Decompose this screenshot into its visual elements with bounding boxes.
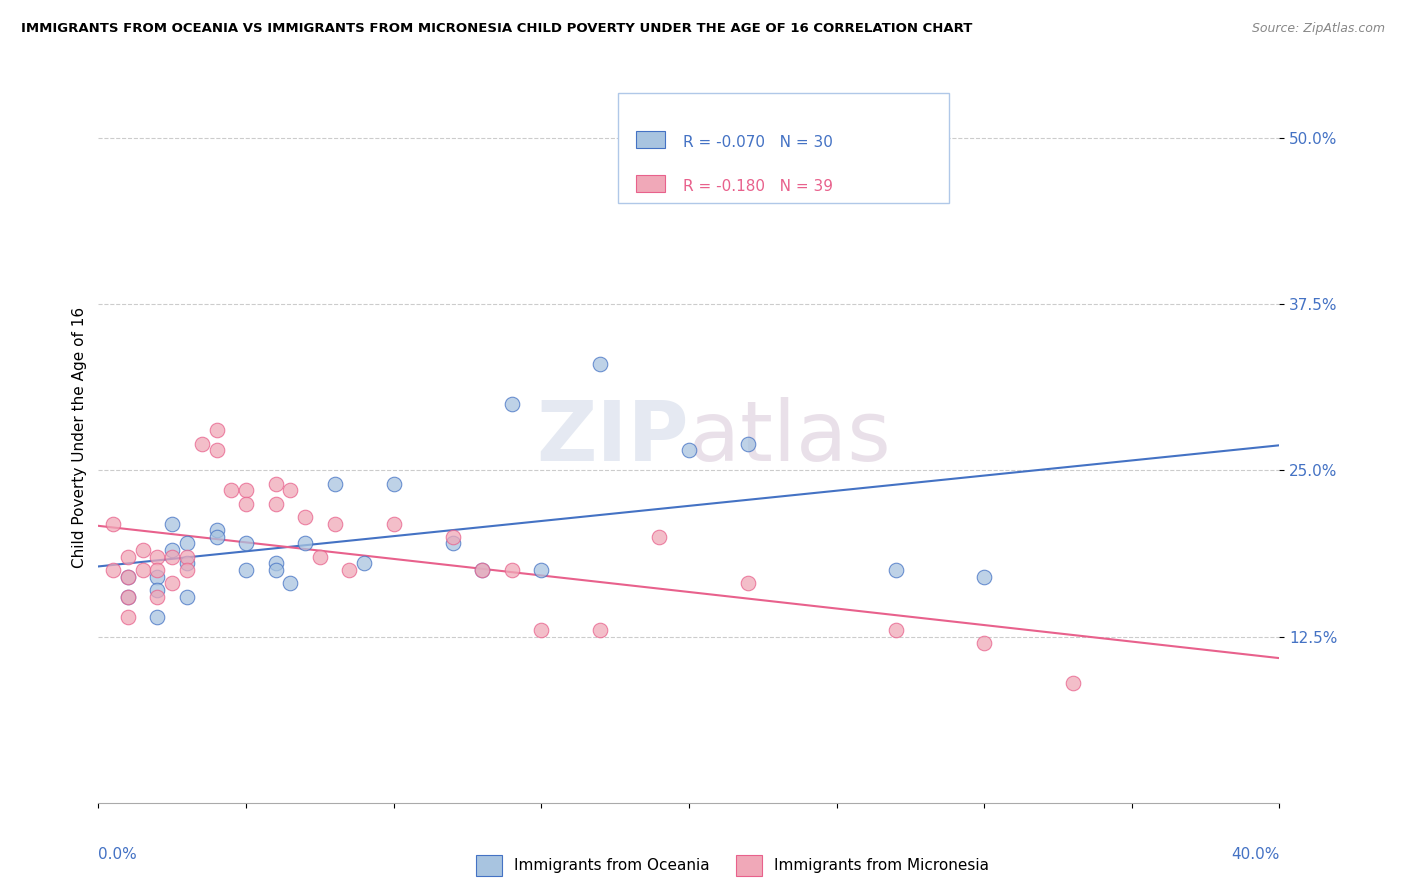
FancyBboxPatch shape (619, 94, 949, 203)
Point (884, 623, 907, 637)
Point (117, 549, 139, 564)
Y-axis label: Child Poverty Under the Age of 16: Child Poverty Under the Age of 16 (72, 307, 87, 567)
Point (103, 516, 125, 531)
Point (146, 549, 169, 564)
Point (294, 509, 316, 524)
Point (162, 543, 183, 558)
Point (146, 609, 169, 624)
Point (205, 443, 228, 458)
Point (441, 536, 464, 550)
Point (678, 443, 700, 458)
Text: Immigrants from Oceania: Immigrants from Oceania (515, 858, 710, 873)
Point (162, 549, 183, 564)
Text: R = -0.070   N = 30: R = -0.070 N = 30 (683, 135, 832, 150)
Point (471, 563, 494, 577)
Point (339, 563, 361, 577)
Point (162, 516, 183, 531)
Point (235, 536, 257, 550)
Point (103, 563, 125, 577)
Point (264, 497, 287, 511)
Point (589, 357, 612, 371)
Point (146, 590, 169, 604)
Point (146, 563, 169, 577)
Point (235, 563, 257, 577)
Point (323, 476, 346, 491)
FancyBboxPatch shape (737, 855, 762, 876)
Text: 0.0%: 0.0% (98, 847, 138, 862)
Point (235, 483, 257, 498)
Point (441, 530, 464, 544)
Point (176, 536, 198, 550)
Point (221, 483, 243, 498)
Text: R = -0.180   N = 39: R = -0.180 N = 39 (683, 178, 832, 194)
FancyBboxPatch shape (636, 175, 665, 192)
Point (501, 563, 523, 577)
Point (737, 576, 759, 591)
Point (132, 563, 155, 577)
Text: 40.0%: 40.0% (1232, 847, 1279, 862)
Point (162, 576, 183, 591)
Point (737, 436, 759, 450)
Point (176, 563, 198, 577)
Point (235, 497, 257, 511)
Point (205, 424, 228, 438)
Point (323, 516, 346, 531)
Point (264, 557, 287, 571)
Text: Source: ZipAtlas.com: Source: ZipAtlas.com (1251, 22, 1385, 36)
Point (382, 516, 405, 531)
Text: Immigrants from Micronesia: Immigrants from Micronesia (773, 858, 988, 873)
Text: atlas: atlas (689, 397, 890, 477)
Point (309, 549, 332, 564)
Point (117, 609, 139, 624)
Point (884, 563, 907, 577)
Point (1062, 676, 1084, 690)
Point (117, 570, 139, 584)
Point (280, 483, 302, 498)
Point (205, 530, 228, 544)
Point (176, 549, 198, 564)
Point (471, 563, 494, 577)
Point (146, 570, 169, 584)
Point (264, 476, 287, 491)
Point (117, 590, 139, 604)
Point (264, 563, 287, 577)
Text: ZIP: ZIP (537, 397, 689, 477)
Point (132, 543, 155, 558)
Point (117, 570, 139, 584)
Point (530, 563, 553, 577)
Point (382, 476, 405, 491)
Point (205, 523, 228, 537)
Point (589, 623, 612, 637)
Point (973, 570, 995, 584)
Point (280, 576, 302, 591)
Point (530, 623, 553, 637)
Point (176, 557, 198, 571)
Point (191, 436, 214, 450)
Point (146, 582, 169, 597)
Point (973, 636, 995, 650)
Point (117, 590, 139, 604)
Point (176, 590, 198, 604)
Point (294, 536, 316, 550)
Point (501, 397, 523, 411)
Point (353, 557, 375, 571)
Point (648, 530, 671, 544)
FancyBboxPatch shape (477, 855, 502, 876)
Text: IMMIGRANTS FROM OCEANIA VS IMMIGRANTS FROM MICRONESIA CHILD POVERTY UNDER THE AG: IMMIGRANTS FROM OCEANIA VS IMMIGRANTS FR… (21, 22, 973, 36)
FancyBboxPatch shape (636, 131, 665, 148)
